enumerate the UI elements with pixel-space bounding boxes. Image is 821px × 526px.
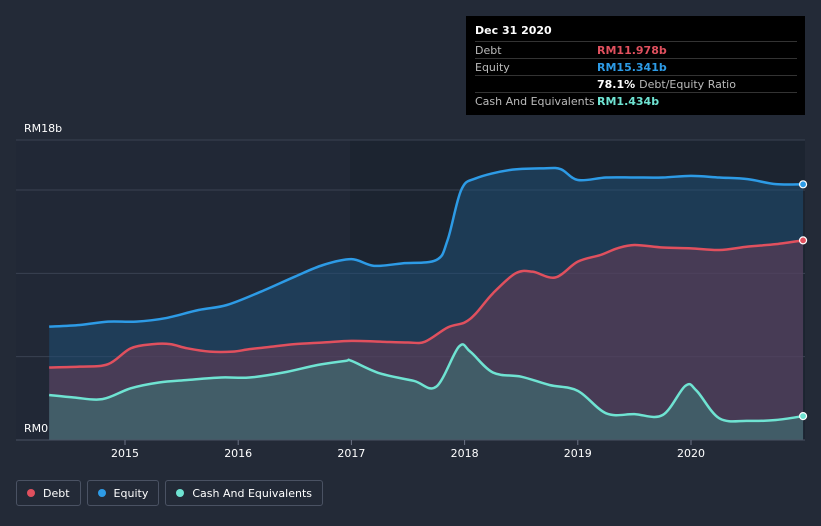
series-areas: [49, 167, 804, 440]
legend-dot-icon: [176, 489, 185, 497]
legend-label: Debt: [43, 486, 70, 500]
legend: Debt Equity Cash And Equivalents: [16, 480, 323, 506]
tooltip-row-ratio: 78.1% Debt/Equity Ratio: [475, 75, 797, 92]
legend-dot-icon: [27, 489, 35, 497]
end-marker-debt: [798, 236, 808, 245]
line-cash-and-equivalents: [49, 343, 804, 423]
tooltip-row-equity: Equity RM15.341b: [475, 58, 797, 75]
tooltip-label: Debt: [475, 43, 502, 57]
legend-item-cash[interactable]: Cash And Equivalents: [165, 480, 323, 506]
tooltip: Dec 31 2020 Debt RM11.978b Equity RM15.3…: [466, 16, 805, 115]
tooltip-date: Dec 31 2020: [475, 24, 552, 37]
tooltip-label: Cash And Equivalents: [475, 94, 595, 108]
end-marker-equity: [798, 180, 808, 189]
x-tick-label: 2020: [677, 447, 705, 460]
tooltip-value: RM11.978b: [597, 43, 667, 57]
y-tick-label-top: RM18b: [24, 122, 62, 135]
series-end-markers: [798, 180, 808, 421]
x-tick-label: 2016: [224, 447, 252, 460]
x-tick-label: 2017: [337, 447, 365, 460]
tooltip-label: Equity: [475, 60, 510, 74]
line-debt: [49, 239, 804, 369]
tooltip-value: 78.1%: [597, 77, 636, 91]
legend-label: Cash And Equivalents: [192, 486, 312, 500]
legend-dot-icon: [97, 489, 106, 497]
tooltip-value: RM15.341b: [597, 60, 667, 74]
legend-item-equity[interactable]: Equity: [86, 480, 160, 506]
end-marker-cash-and-equivalents: [798, 412, 808, 421]
legend-label: Equity: [113, 486, 149, 500]
tooltip-value: RM1.434b: [597, 94, 660, 108]
y-tick-label-bottom: RM0: [24, 422, 48, 435]
x-axis: 2015 2016 2017 2018 2019 2020: [16, 439, 805, 460]
tooltip-extra: Debt/Equity Ratio: [639, 77, 736, 91]
tooltip-row-cash: Cash And Equivalents RM1.434b: [475, 92, 797, 109]
x-tick-label: 2019: [564, 447, 592, 460]
x-tick-label: 2015: [111, 447, 139, 460]
legend-item-debt[interactable]: Debt: [16, 480, 81, 506]
series-lines: [49, 166, 804, 423]
x-tick-label: 2018: [451, 447, 479, 460]
tooltip-row-debt: Debt RM11.978b: [475, 41, 797, 58]
line-equity: [49, 166, 804, 328]
